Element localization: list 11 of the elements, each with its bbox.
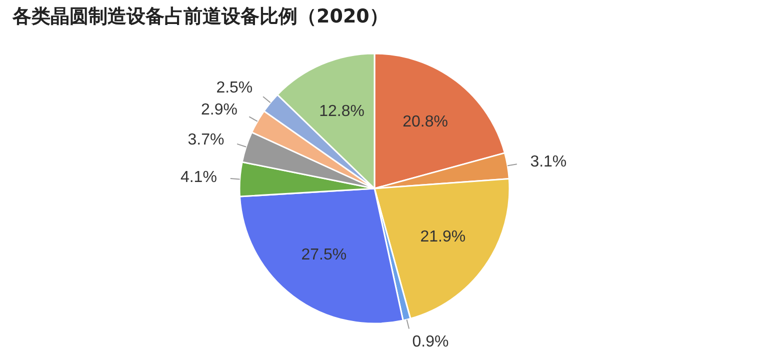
data-label: 12.8% xyxy=(319,102,364,120)
data-label: 20.8% xyxy=(402,113,448,130)
data-label: 2.5% xyxy=(216,79,253,96)
data-label: 2.9% xyxy=(200,101,238,118)
data-label: 21.9% xyxy=(420,228,466,246)
data-label: 4.1% xyxy=(180,169,217,186)
data-label: 0.9% xyxy=(412,333,449,350)
chart-title: 各类晶圆制造设备占前道设备比例（2020） xyxy=(12,6,388,28)
data-label: 27.5% xyxy=(301,246,347,264)
data-label: 3.1% xyxy=(530,153,567,170)
data-label: 3.7% xyxy=(188,131,224,148)
